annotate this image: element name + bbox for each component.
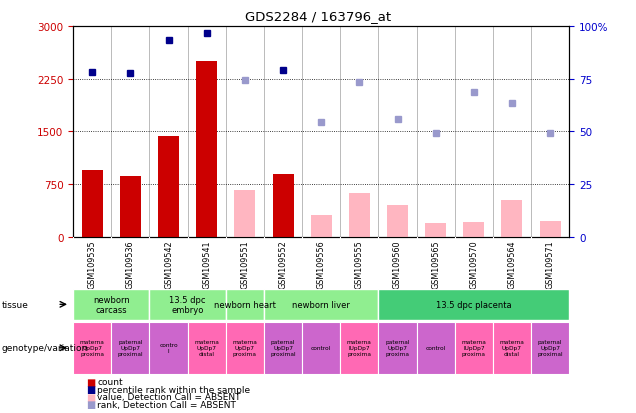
- Text: paternal
UpDp7
proximal: paternal UpDp7 proximal: [270, 339, 296, 356]
- Text: materna
lUpDp7
proxima: materna lUpDp7 proxima: [347, 339, 372, 356]
- Bar: [273, 174, 294, 237]
- Bar: [264, 289, 378, 320]
- Bar: [226, 322, 264, 374]
- Bar: [73, 322, 111, 374]
- Bar: [531, 322, 569, 374]
- Text: newborn heart: newborn heart: [214, 300, 276, 309]
- Bar: [120, 176, 141, 237]
- Text: ■: ■: [86, 377, 95, 387]
- Bar: [378, 289, 569, 320]
- Text: materna
lUpDp7
proxima: materna lUpDp7 proxima: [461, 339, 487, 356]
- Text: value, Detection Call = ABSENT: value, Detection Call = ABSENT: [97, 392, 241, 401]
- Text: rank, Detection Call = ABSENT: rank, Detection Call = ABSENT: [97, 400, 236, 409]
- Bar: [73, 289, 149, 320]
- Bar: [149, 322, 188, 374]
- Text: percentile rank within the sample: percentile rank within the sample: [97, 385, 251, 394]
- Text: ■: ■: [86, 392, 95, 402]
- Text: genotype/variation: genotype/variation: [1, 344, 88, 352]
- Bar: [378, 322, 417, 374]
- Text: GDS2284 / 163796_at: GDS2284 / 163796_at: [245, 10, 391, 23]
- Text: GSM109551: GSM109551: [240, 240, 249, 289]
- Text: control: control: [311, 345, 331, 351]
- Bar: [235, 190, 256, 237]
- Text: 13.5 dpc
embryo: 13.5 dpc embryo: [169, 295, 206, 314]
- Text: materna
UpDp7
distal: materna UpDp7 distal: [499, 339, 525, 356]
- Text: contro
l: contro l: [159, 342, 178, 354]
- Text: count: count: [97, 377, 123, 387]
- Text: materna
UpDp7
distal: materna UpDp7 distal: [194, 339, 219, 356]
- Bar: [158, 136, 179, 237]
- Text: GSM109555: GSM109555: [355, 240, 364, 289]
- Bar: [149, 289, 226, 320]
- Text: paternal
UpDp7
proximal: paternal UpDp7 proximal: [118, 339, 143, 356]
- Text: GSM109552: GSM109552: [279, 240, 287, 289]
- Text: GSM109556: GSM109556: [317, 240, 326, 289]
- Bar: [493, 322, 531, 374]
- Bar: [540, 221, 561, 237]
- Text: GSM109564: GSM109564: [508, 240, 516, 288]
- Bar: [226, 289, 264, 320]
- Text: ■: ■: [86, 399, 95, 409]
- Bar: [188, 322, 226, 374]
- Text: paternal
UpDp7
proxima: paternal UpDp7 proxima: [385, 339, 410, 356]
- Bar: [311, 215, 332, 237]
- Text: GSM109560: GSM109560: [393, 240, 402, 288]
- Bar: [501, 200, 523, 237]
- Text: materna
UpDp7
proxima: materna UpDp7 proxima: [80, 339, 105, 356]
- Text: ■: ■: [86, 385, 95, 394]
- Text: control: control: [425, 345, 446, 351]
- Text: GSM109542: GSM109542: [164, 240, 173, 289]
- Text: paternal
UpDp7
proximal: paternal UpDp7 proximal: [537, 339, 563, 356]
- Text: GSM109535: GSM109535: [88, 240, 97, 289]
- Bar: [425, 223, 446, 237]
- Bar: [463, 222, 485, 237]
- Text: GSM109571: GSM109571: [546, 240, 555, 289]
- Text: newborn
carcass: newborn carcass: [93, 295, 130, 314]
- Bar: [340, 322, 378, 374]
- Bar: [417, 322, 455, 374]
- Bar: [455, 322, 493, 374]
- Bar: [302, 322, 340, 374]
- Bar: [387, 206, 408, 237]
- Text: GSM109565: GSM109565: [431, 240, 440, 289]
- Bar: [81, 171, 103, 237]
- Text: GSM109536: GSM109536: [126, 240, 135, 288]
- Text: tissue: tissue: [1, 300, 28, 309]
- Bar: [264, 322, 302, 374]
- Text: 13.5 dpc placenta: 13.5 dpc placenta: [436, 300, 511, 309]
- Text: newborn liver: newborn liver: [293, 300, 350, 309]
- Text: GSM109541: GSM109541: [202, 240, 211, 288]
- Bar: [111, 322, 149, 374]
- Text: GSM109570: GSM109570: [469, 240, 478, 289]
- Bar: [197, 62, 218, 237]
- Text: materna
UpDp7
proxima: materna UpDp7 proxima: [232, 339, 258, 356]
- Bar: [349, 193, 370, 237]
